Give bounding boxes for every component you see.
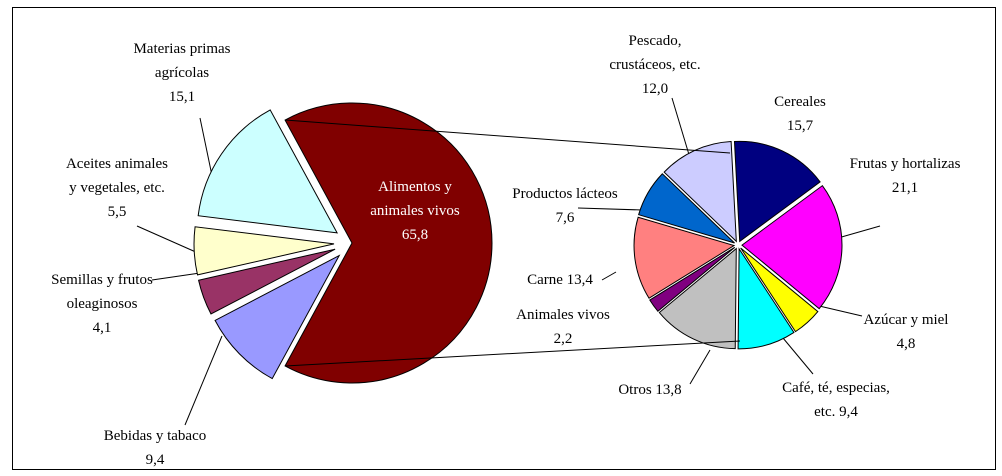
connector-line <box>285 119 731 154</box>
category-label: Semillas y frutos oleaginosos <box>51 272 153 312</box>
category-label: Otros <box>618 382 652 398</box>
pie-slice <box>638 173 735 244</box>
value-label: 2,2 <box>553 331 573 347</box>
value-label: 4,1 <box>92 320 112 336</box>
leader-line <box>671 97 691 159</box>
value-label: 15,1 <box>168 89 196 105</box>
slice-label: Frutas y hortalizas 21,1 <box>830 152 980 200</box>
pie-slice <box>284 102 493 384</box>
connector-line <box>285 340 741 367</box>
value-label: 4,8 <box>896 336 916 352</box>
value-label: 5,5 <box>107 204 127 220</box>
slice-label: Aceites animales y vegetales, etc. 5,5 <box>62 152 172 224</box>
value-label: 7,6 <box>555 210 575 226</box>
slice-label: Productos lácteos 7,6 <box>495 182 635 230</box>
category-label: Animales vivos <box>516 307 610 323</box>
category-label: Carne <box>527 272 563 288</box>
pie-slice <box>741 184 843 310</box>
value-label: 65,8 <box>401 227 429 243</box>
pie-slice <box>197 248 336 315</box>
slice-label: Bebidas y tabaco 9,4 <box>80 424 230 472</box>
value-label: 13,4 <box>566 272 593 288</box>
value-label: 9,4 <box>145 452 165 468</box>
pie-slice <box>649 246 736 312</box>
pie-slice <box>193 226 335 276</box>
value-label: 9,4 <box>839 404 858 420</box>
value-label: 15,7 <box>786 118 814 134</box>
leader-line <box>184 335 223 426</box>
slice-label: Azúcar y miel 4,8 <box>846 308 966 356</box>
leader-line <box>136 225 199 254</box>
slice-label: Pescado, crustáceos, etc. 12,0 <box>599 29 711 101</box>
leader-line <box>151 272 201 281</box>
slice-label: Alimentos y animales vivos 65,8 <box>359 175 471 247</box>
category-label: Pescado, crustáceos, etc. <box>609 33 701 73</box>
pie-slice <box>740 247 819 333</box>
category-label: Bebidas y tabaco <box>103 428 207 444</box>
leader-line <box>777 331 814 375</box>
value-label: 13,8 <box>655 382 682 398</box>
category-label: Materias primas agrícolas <box>133 41 231 81</box>
value-label: 12,0 <box>641 81 669 97</box>
category-label: Cereales <box>774 94 826 110</box>
category-label: Frutas y hortalizas <box>849 156 961 172</box>
leader-line <box>814 304 863 317</box>
slice-label: Otros 13,8 <box>600 378 700 402</box>
pie-slice <box>737 247 795 350</box>
leader-line <box>837 225 881 239</box>
category-label: Café, té, especias, etc. <box>782 380 890 420</box>
slice-label: Cereales 15,7 <box>750 90 850 138</box>
pie-slice <box>658 247 737 350</box>
leader-line <box>689 349 711 385</box>
category-label: Azúcar y miel <box>863 312 949 328</box>
pie-slice <box>197 109 339 234</box>
category-label: Aceites animales y vegetales, etc. <box>65 156 169 196</box>
category-label: Productos lácteos <box>512 186 618 202</box>
pie-slice <box>214 254 341 380</box>
pie-slice <box>733 140 821 243</box>
slice-label: Semillas y frutos oleaginosos 4,1 <box>46 268 158 340</box>
slice-label: Animales vivos 2,2 <box>503 303 623 351</box>
slice-label: Carne 13,4 <box>510 268 610 292</box>
category-label: Alimentos y animales vivos <box>370 179 460 219</box>
leader-line <box>577 207 643 211</box>
value-label: 21,1 <box>891 180 919 196</box>
slice-label: Café, té, especias, etc. 9,4 <box>770 376 902 424</box>
slice-label: Materias primas agrícolas 15,1 <box>121 37 243 109</box>
leader-line <box>601 271 617 281</box>
pie-slice <box>633 216 736 299</box>
